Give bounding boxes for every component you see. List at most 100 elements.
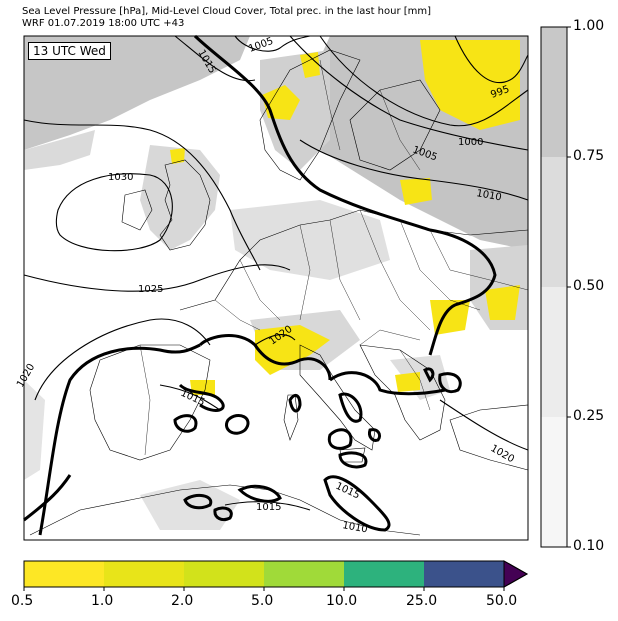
precip-colorbar-extend-arrow	[503, 560, 529, 588]
coastline	[89, 344, 211, 461]
isobar-1015	[338, 392, 363, 423]
isobar-1015	[178, 383, 225, 412]
isobars-thin	[23, 35, 529, 511]
isobar	[159, 384, 221, 411]
isobar-label: 1030	[108, 172, 133, 183]
isobar-label: 1015	[256, 502, 281, 513]
cloud-colorbar-label: 1.00	[573, 18, 605, 34]
isobar-label: 1010	[475, 188, 502, 203]
cloud-area	[24, 380, 45, 480]
precip-colorbar	[23, 560, 529, 591]
precip-colorbar-label: 5.0	[251, 593, 274, 609]
cloud-area	[24, 36, 250, 150]
cloud-colorbar-label: 0.25	[573, 408, 605, 424]
country-border	[299, 224, 311, 321]
country-border	[379, 89, 421, 171]
cloud-colorbar-label: 0.50	[573, 278, 605, 294]
cloud-cover-colorbar	[540, 26, 571, 548]
country-border	[399, 219, 481, 311]
isobar-1015	[327, 428, 353, 450]
country-border	[359, 209, 431, 331]
isobars-1015	[23, 34, 497, 536]
coastline	[349, 79, 441, 171]
isobar-1015	[338, 451, 368, 469]
precip-colorbar-label: 2.0	[171, 593, 194, 609]
isobar-1015	[213, 506, 233, 522]
isobar-1015	[183, 493, 213, 510]
time-label: 13 UTC Wed	[28, 42, 111, 60]
isobar-1015	[237, 484, 282, 503]
isobar	[439, 399, 529, 451]
precip-colorbar-label: 50.0	[486, 593, 518, 609]
cloud-area	[140, 145, 220, 250]
isobar-1015	[23, 474, 72, 522]
country-border	[359, 329, 421, 346]
isobar	[289, 35, 529, 151]
country-border	[319, 59, 341, 151]
cloud-area	[24, 130, 95, 170]
isobar-1015	[423, 367, 435, 383]
isobar-label: 1010	[341, 520, 368, 535]
precip-area	[430, 300, 470, 335]
cloud-colorbar-segment	[541, 417, 567, 547]
country-border	[329, 219, 361, 321]
isobar	[23, 264, 291, 292]
isobar-1015	[193, 34, 497, 356]
precip-area	[420, 40, 520, 130]
isobar	[299, 139, 529, 201]
precip-colorbar-label: 0.5	[11, 593, 34, 609]
precip-colorbar-segment	[264, 561, 344, 587]
title-line-2: WRF 01.07.2019 18:00 UTC +43	[22, 18, 185, 29]
isobar	[254, 334, 296, 346]
precip-area	[485, 285, 520, 320]
isobar-1015	[198, 334, 332, 381]
cloud-colorbar-segment	[541, 287, 567, 417]
precip-area	[395, 372, 420, 392]
cloud-colorbar-label: 0.75	[573, 148, 605, 164]
coastline	[121, 189, 153, 231]
cloud-colorbar-segment	[541, 27, 567, 157]
precip-colorbar-frame	[23, 560, 529, 588]
isobar	[234, 35, 311, 52]
precip-area	[400, 178, 432, 205]
precip-colorbar-segment	[184, 561, 264, 587]
isobar-1015	[368, 428, 382, 442]
precip-colorbar-segment	[104, 561, 184, 587]
precip-colorbar-label: 25.0	[406, 593, 438, 609]
isobar-1015	[288, 393, 302, 413]
precip-colorbar-label: 1.0	[91, 593, 114, 609]
isobar-label: 1025	[138, 284, 163, 295]
borders	[139, 59, 529, 456]
country-border	[399, 349, 431, 411]
coastline	[359, 344, 446, 441]
isobar-1015	[329, 371, 446, 396]
precip-colorbar-label: 10.0	[326, 593, 358, 609]
isobar	[454, 35, 529, 84]
country-border	[429, 229, 529, 291]
isobar-1015	[323, 475, 391, 532]
coastline	[259, 49, 361, 181]
cloud-colorbar-label: 0.10	[573, 538, 605, 554]
precip-colorbar-segment	[424, 561, 504, 587]
isobar-1015	[225, 414, 250, 435]
isobar-label: 1000	[458, 137, 483, 148]
precip-area	[300, 52, 320, 78]
title-line-1: Sea Level Pressure [hPa], Mid-Level Clou…	[22, 6, 432, 17]
precip-area	[170, 148, 185, 164]
country-border	[239, 259, 281, 321]
isobar-1015	[38, 343, 201, 536]
country-border	[214, 299, 261, 331]
country-border	[139, 344, 151, 456]
cloud-area	[230, 200, 390, 280]
map-frame	[23, 35, 529, 541]
isobar	[319, 35, 529, 127]
isobar	[23, 119, 261, 271]
precipitation-layer	[170, 40, 520, 395]
isobar	[55, 173, 173, 252]
isobar	[34, 318, 211, 401]
isobar-1015	[173, 414, 198, 433]
precip-colorbar-segment	[344, 561, 424, 587]
coastline	[159, 159, 211, 251]
precip-colorbar-segment	[24, 561, 104, 587]
